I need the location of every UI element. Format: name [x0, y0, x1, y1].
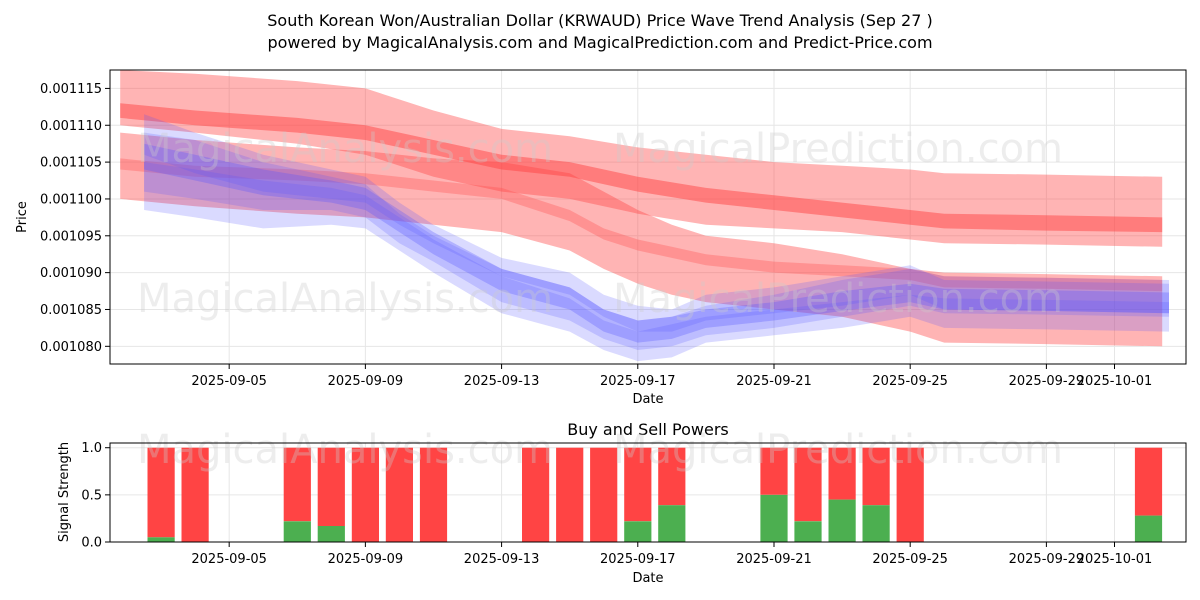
signal-x-tick-label: 2025-09-17 — [600, 552, 676, 567]
buy-power-bar — [862, 505, 890, 542]
sell-power-bar — [317, 447, 345, 526]
price-y-tick-label: 0.001115 — [40, 82, 102, 97]
buy-sell-chart: Buy and Sell Powers MagicalAnalysis.com … — [57, 420, 1187, 586]
sell-power-bar — [624, 447, 652, 522]
price-y-tick-label: 0.001090 — [40, 266, 102, 281]
buy-power-bar — [794, 521, 822, 542]
chart-title-line2: powered by MagicalAnalysis.com and Magic… — [267, 33, 932, 52]
watermark-analysis-mid: MagicalAnalysis.com — [137, 276, 553, 322]
blue-price-band-3 — [144, 162, 1170, 362]
buy-power-bar — [624, 521, 652, 542]
price-y-tick-label: 0.001080 — [40, 340, 102, 355]
sell-power-bar — [862, 447, 890, 506]
sell-power-bar — [419, 447, 448, 542]
sell-power-bar — [658, 447, 686, 506]
price-x-tick-label: 2025-09-17 — [600, 374, 676, 389]
price-wave-chart: MagicalAnalysis.com MagicalPrediction.co… — [15, 69, 1187, 407]
price-x-axis-label: Date — [632, 392, 663, 407]
price-x-tick-label: 2025-09-29 — [1009, 374, 1085, 389]
price-y-tick-label: 0.001095 — [40, 229, 102, 244]
price-plot-frame — [109, 69, 1187, 365]
sell-power-bar — [1134, 447, 1163, 516]
sell-power-bar — [896, 447, 924, 542]
buy-power-bar — [1134, 515, 1163, 542]
price-x-tick-label: 2025-09-05 — [191, 374, 267, 389]
sell-power-bar — [147, 447, 175, 538]
sell-power-bar — [828, 447, 856, 500]
watermark-prediction-bottom: MagicalPrediction.com — [613, 427, 1063, 473]
blue-price-band-1 — [144, 132, 1170, 350]
price-y-axis-label: Price — [15, 201, 30, 233]
signal-x-tick-label: 2025-09-29 — [1009, 552, 1085, 567]
watermark-analysis-top: MagicalAnalysis.com — [137, 126, 553, 172]
buy-sell-title: Buy and Sell Powers — [567, 420, 729, 439]
signal-y-tick-label: 0.5 — [81, 488, 102, 503]
watermark-prediction-top: MagicalPrediction.com — [613, 126, 1063, 172]
signal-x-tick-label: 2025-10-01 — [1077, 552, 1153, 567]
red-price-band-1 — [120, 70, 1163, 247]
red-price-band-2 — [120, 103, 1163, 233]
red-price-band-4 — [120, 158, 1163, 292]
signal-x-tick-label: 2025-09-05 — [191, 552, 267, 567]
price-y-tick-label: 0.001085 — [40, 303, 102, 318]
buy-power-bar — [147, 537, 175, 542]
chart-title-line1: South Korean Won/Australian Dollar (KRWA… — [267, 11, 932, 30]
price-x-tick-label: 2025-09-21 — [736, 374, 812, 389]
buy-power-bar — [283, 521, 311, 542]
signal-y-tick-label: 0.0 — [81, 536, 102, 551]
sell-power-bar — [794, 447, 822, 522]
buy-sell-y-axis-label: Signal Strength — [57, 442, 72, 542]
watermark-prediction-mid: MagicalPrediction.com — [613, 276, 1063, 322]
watermark-analysis-bottom: MagicalAnalysis.com — [137, 427, 553, 473]
buy-sell-plot-frame — [109, 442, 1187, 543]
red-price-band-3 — [120, 132, 1163, 347]
sell-power-bar — [522, 447, 550, 542]
buy-power-bar — [317, 526, 345, 542]
price-x-tick-label: 2025-09-09 — [328, 374, 404, 389]
signal-y-tick-label: 1.0 — [81, 441, 102, 456]
sell-power-bar — [351, 447, 379, 542]
blue-price-band-4 — [144, 143, 1170, 343]
sell-power-bar — [283, 447, 311, 522]
price-x-tick-label: 2025-09-25 — [872, 374, 948, 389]
price-y-tick-label: 0.001105 — [40, 156, 102, 171]
sell-power-bar — [556, 447, 584, 542]
signal-x-tick-label: 2025-09-21 — [736, 552, 812, 567]
buy-sell-x-axis-label: Date — [632, 571, 663, 586]
signal-x-tick-label: 2025-09-13 — [464, 552, 540, 567]
signal-x-tick-label: 2025-09-09 — [328, 552, 404, 567]
price-x-tick-label: 2025-09-13 — [464, 374, 540, 389]
buy-power-bar — [658, 505, 686, 542]
sell-power-bar — [760, 447, 788, 495]
price-y-tick-label: 0.001100 — [40, 192, 102, 207]
buy-power-bar — [760, 494, 788, 542]
sell-power-bar — [590, 447, 618, 542]
sell-power-bar — [181, 447, 209, 542]
sell-power-bar — [385, 447, 413, 542]
signal-x-tick-label: 2025-09-25 — [872, 552, 948, 567]
buy-power-bar — [828, 499, 856, 542]
blue-price-band-2 — [144, 114, 1170, 332]
price-y-tick-label: 0.001110 — [40, 119, 102, 134]
price-x-tick-label: 2025-10-01 — [1077, 374, 1153, 389]
